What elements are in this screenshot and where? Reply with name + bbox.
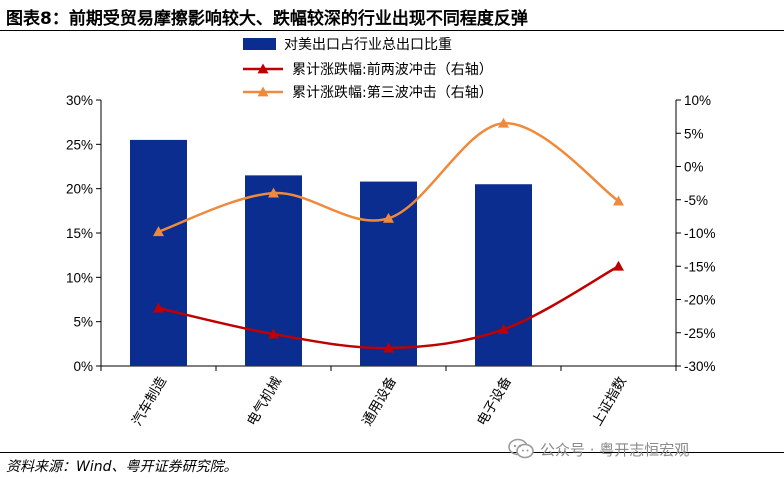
line-marker (383, 212, 394, 223)
left-axis-tick-label: 15% (66, 226, 93, 241)
right-axis-tick-label: 10% (684, 93, 711, 108)
bar (475, 184, 532, 366)
legend-swatch-bar (243, 38, 276, 50)
wechat-icon (508, 438, 534, 459)
line-marker (153, 226, 164, 237)
right-axis-tick-label: -25% (684, 326, 716, 341)
left-axis-tick-label: 20% (66, 182, 93, 197)
line-marker (268, 328, 279, 339)
bar (360, 181, 417, 366)
category-label: 电子设备 (473, 373, 515, 429)
line-marker (383, 342, 394, 353)
left-axis-tick-label: 5% (73, 315, 93, 330)
line-marker (498, 117, 509, 128)
line-marker (498, 323, 509, 334)
bottom-rule (0, 452, 784, 453)
legend-label-bar: 对美出口占行业总出口比重 (284, 37, 452, 53)
right-axis-tick-label: -20% (684, 293, 716, 308)
right-axis-tick-label: 0% (684, 160, 704, 175)
plot-area: 0% 5% 10% 15% 20% 25% 30% 10% 5% 0% -5% -10% -15% -20… (66, 93, 716, 429)
title-bar: 图表8：前期受贸易摩擦影响较大、跌幅较深的行业出现不同程度反弹 (0, 0, 784, 31)
line-marker (613, 195, 624, 206)
right-axis-tick-label: 5% (684, 126, 704, 141)
left-axis-tick-label: 10% (66, 270, 93, 285)
line-marker (268, 187, 279, 198)
line-marker (613, 260, 624, 271)
category-label: 通用设备 (358, 373, 400, 429)
legend-swatch-marker (257, 86, 269, 97)
source-note: 资料来源：Wind、粤开证券研究院。 (6, 459, 238, 475)
right-axis-tick-label: -30% (684, 359, 716, 374)
line-marker (153, 302, 164, 313)
right-axis-tick-label: -5% (684, 193, 708, 208)
legend-label-line: 累计涨跌幅:第三波冲击（右轴） (292, 84, 493, 101)
watermark-text: 公众号 · 粤开志恒宏观 (540, 440, 690, 459)
category-label: 电气机械 (244, 374, 285, 429)
left-axis-tick-label: 0% (73, 359, 93, 374)
category-label: 汽车制造 (128, 373, 170, 429)
bar (130, 139, 187, 366)
right-axis-tick-label: -10% (684, 226, 716, 241)
left-axis-tick-label: 30% (66, 93, 93, 108)
category-label: 上证指数 (589, 374, 630, 429)
legend-swatch-marker (257, 63, 269, 74)
watermark: 公众号 · 粤开志恒宏观 (508, 436, 689, 462)
left-axis-tick-label: 25% (66, 137, 93, 152)
legend-label-line: 累计涨跌幅:前两波冲击（右轴） (292, 61, 493, 78)
right-axis-tick-label: -15% (684, 259, 716, 274)
chart-title: 图表8：前期受贸易摩擦影响较大、跌幅较深的行业出现不同程度反弹 (6, 9, 528, 29)
